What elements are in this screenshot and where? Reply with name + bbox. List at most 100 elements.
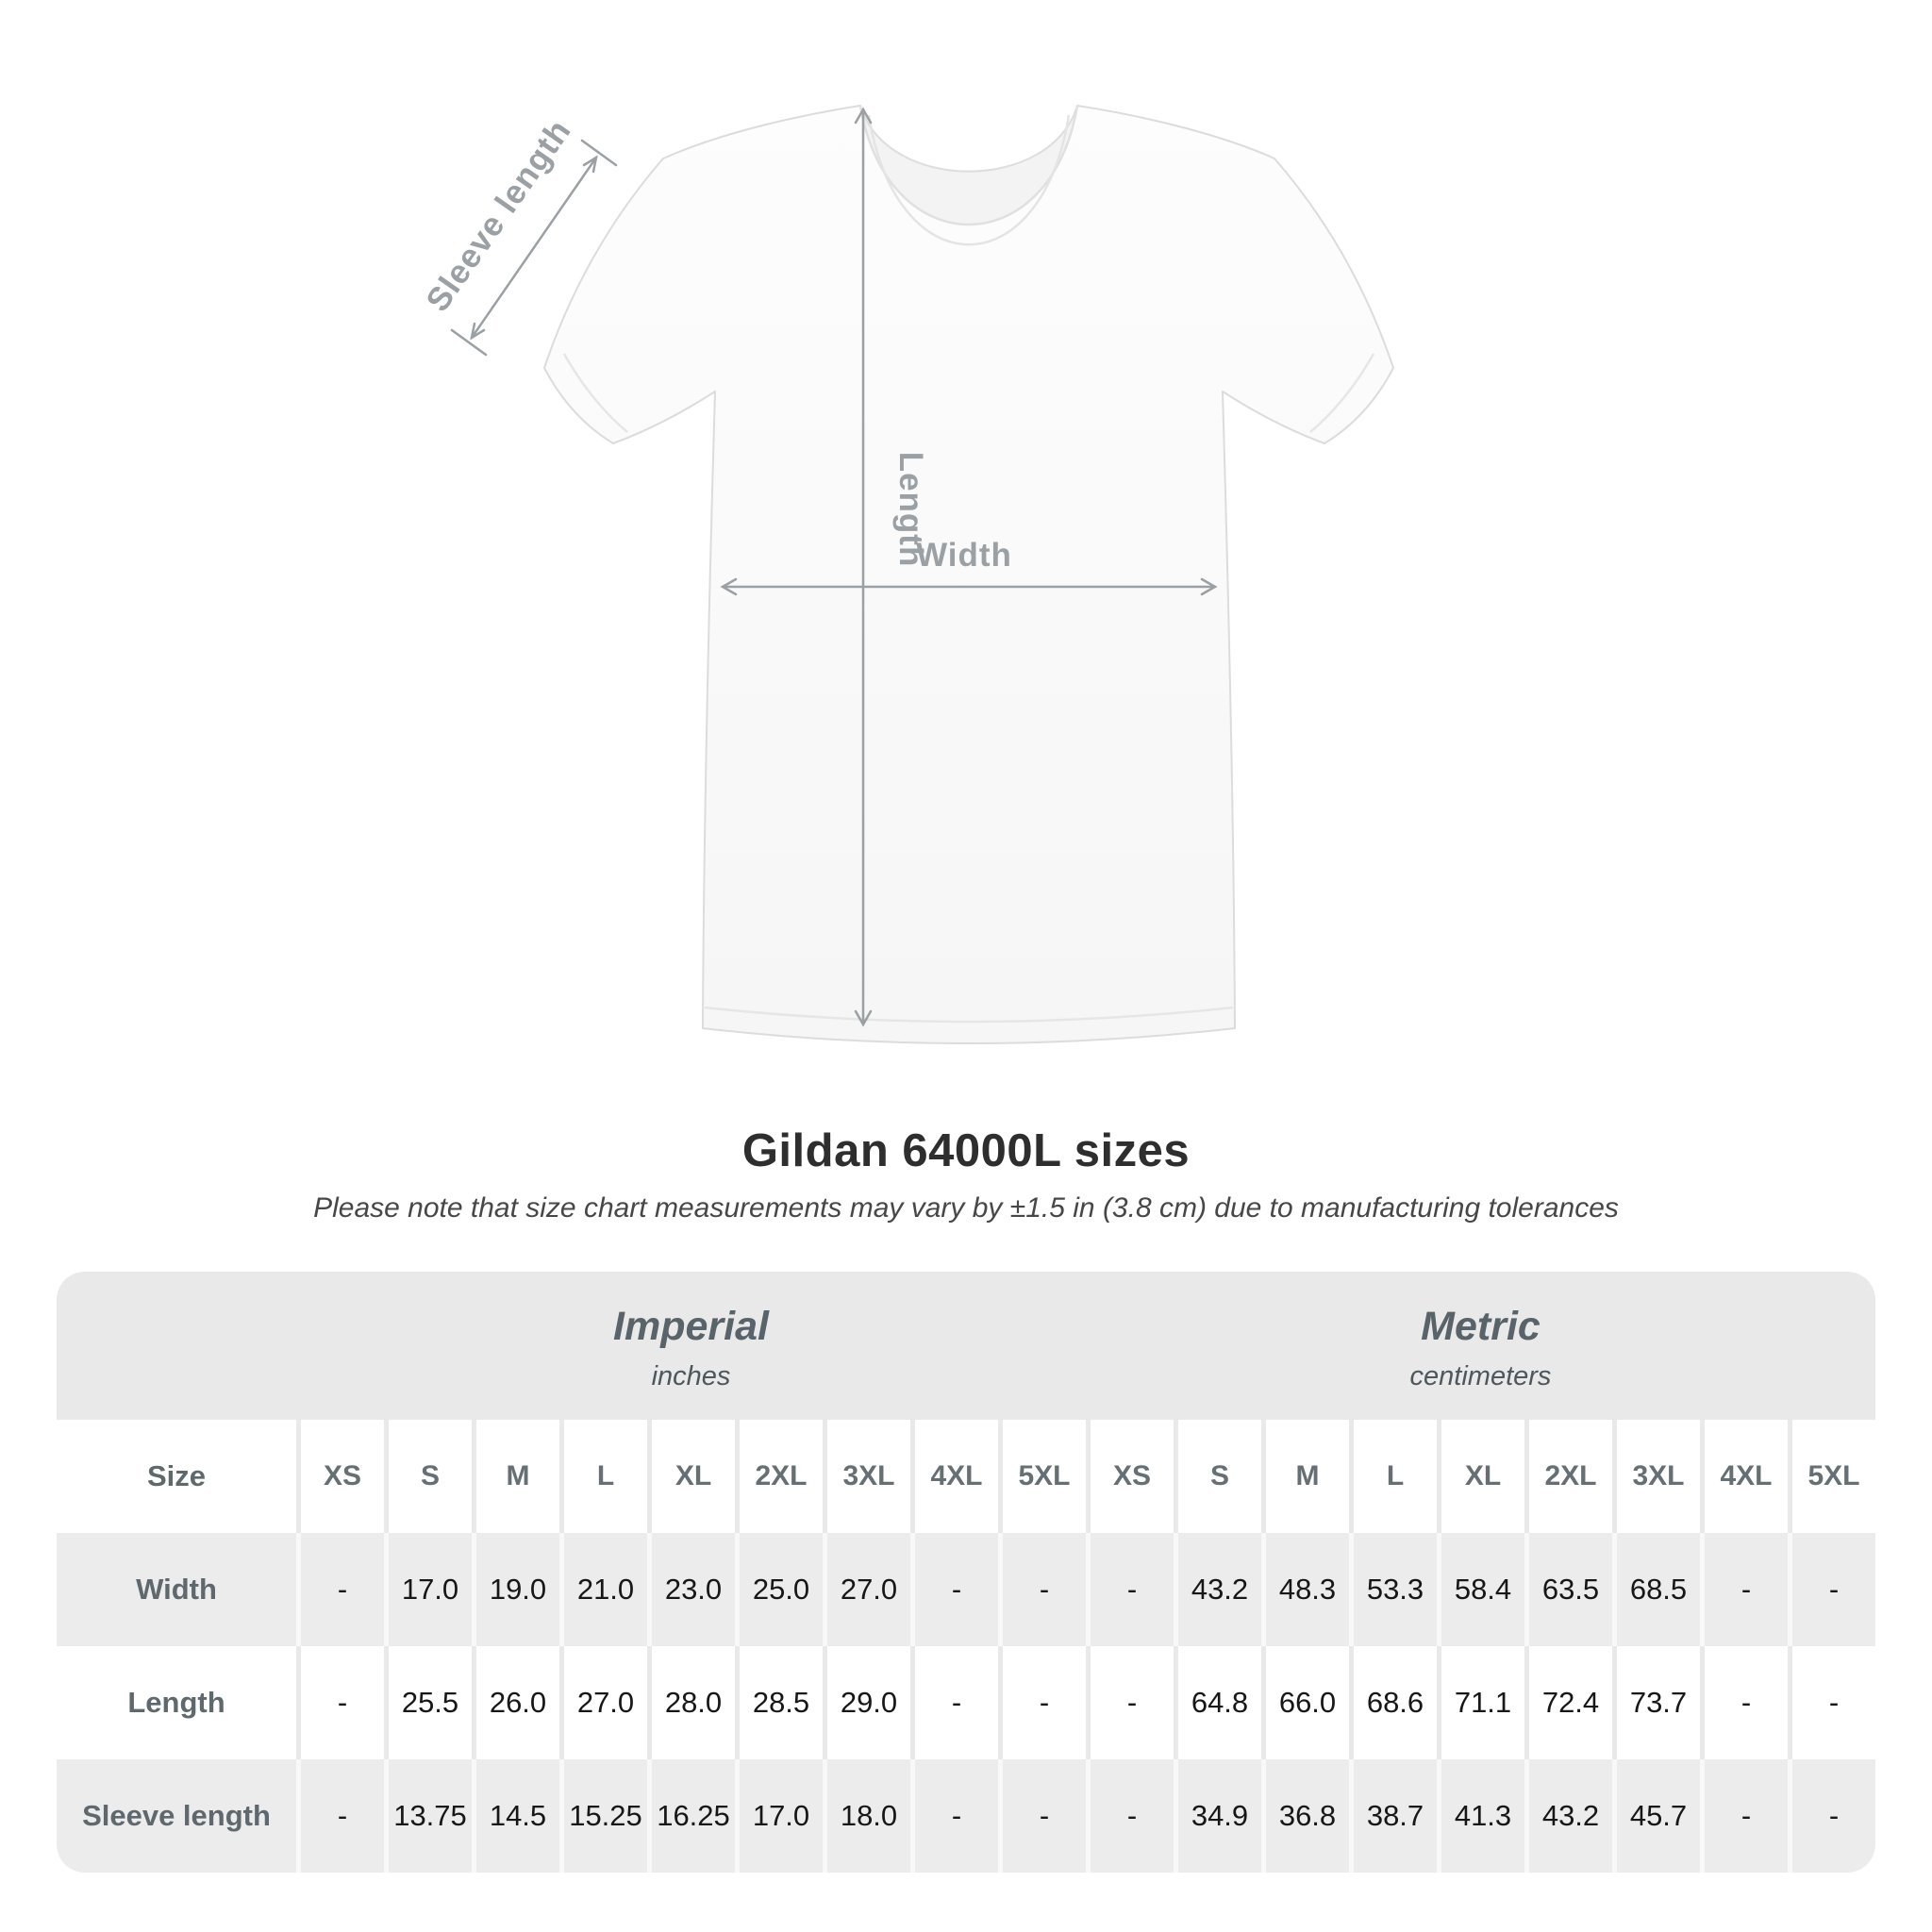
value-cell: 16.25 (647, 1759, 735, 1873)
size-header-imperial-l: L (559, 1420, 647, 1533)
value-cell: 18.0 (823, 1759, 910, 1873)
value-cell: 34.9 (1174, 1759, 1261, 1873)
value-cell: 25.0 (735, 1533, 823, 1646)
value-cell: - (998, 1759, 1086, 1873)
row-label: Sleeve length (82, 1799, 271, 1832)
size-header-imperial-xl: XL (647, 1420, 735, 1533)
row-label: Length (127, 1686, 225, 1719)
right-sleeve-hem-seam (1309, 353, 1375, 433)
value-cell: 27.0 (823, 1533, 910, 1646)
value-cell: 13.75 (384, 1759, 472, 1873)
size-header-imperial-3xl: 3XL (823, 1420, 910, 1533)
value-cell: - (1086, 1646, 1174, 1759)
size-header-imperial-2xl: 2XL (735, 1420, 823, 1533)
size-column-header: Size (146, 1459, 207, 1492)
table-row-length: Length -25.5 26.0 27.0 28.0 28.5 29.0- - -64.8 66… (57, 1646, 1875, 1759)
value-cell: 15.25 (559, 1759, 647, 1873)
size-header-metric-xl: XL (1437, 1420, 1524, 1533)
value-cell: 66.0 (1261, 1646, 1349, 1759)
metric-sublabel: centimeters (1409, 1360, 1552, 1391)
size-header-metric-4xl: 4XL (1700, 1420, 1788, 1533)
value-cell: 14.5 (472, 1759, 559, 1873)
sleeve-length-arrow (450, 139, 618, 357)
page-title: Gildan 64000L sizes (741, 1125, 1191, 1176)
sleeve-length-label: Sleeve length (419, 112, 578, 318)
value-cell: 63.5 (1524, 1533, 1612, 1646)
value-cell: 23.0 (647, 1533, 735, 1646)
value-cell: 28.0 (647, 1646, 735, 1759)
value-cell: - (1788, 1646, 1875, 1759)
value-cell: 43.2 (1174, 1533, 1261, 1646)
value-cell: - (1788, 1533, 1875, 1646)
value-cell: - (1086, 1759, 1174, 1873)
value-cell: 17.0 (384, 1533, 472, 1646)
value-cell: 71.1 (1437, 1646, 1524, 1759)
value-cell: 72.4 (1524, 1646, 1612, 1759)
value-cell: 38.7 (1349, 1759, 1437, 1873)
value-cell: 43.2 (1524, 1759, 1612, 1873)
metric-label: Metric (1421, 1303, 1541, 1349)
size-header-metric-l: L (1349, 1420, 1437, 1533)
value-cell: - (296, 1759, 384, 1873)
size-header-row: Size XS S M L XL 2XL 3XL 4XL 5XL XS S M L XL 2XL 3XL 4XL 5… (57, 1420, 1875, 1533)
unit-group-imperial: Imperial inches (296, 1272, 1086, 1420)
size-header-metric-m: M (1261, 1420, 1349, 1533)
value-cell: 28.5 (735, 1646, 823, 1759)
value-cell: - (1788, 1759, 1875, 1873)
value-cell: - (296, 1533, 384, 1646)
value-cell: - (1700, 1646, 1788, 1759)
value-cell: 17.0 (735, 1759, 823, 1873)
page-subtitle: Please note that size chart measurements… (313, 1192, 1619, 1224)
value-cell: 48.3 (1261, 1533, 1349, 1646)
size-header-metric-3xl: 3XL (1612, 1420, 1700, 1533)
value-cell: 73.7 (1612, 1646, 1700, 1759)
table-row-width: Width -17.0 19.0 21.0 23.0 25.0 27.0- - -43.2 48.… (57, 1533, 1875, 1646)
left-sleeve-hem-seam (562, 353, 628, 433)
value-cell: 26.0 (472, 1646, 559, 1759)
value-cell: - (910, 1646, 998, 1759)
value-cell: - (1086, 1533, 1174, 1646)
value-cell: 19.0 (472, 1533, 559, 1646)
unit-group-metric: Metric centimeters (1086, 1272, 1875, 1420)
value-cell: 29.0 (823, 1646, 910, 1759)
value-cell: 25.5 (384, 1646, 472, 1759)
value-cell: 36.8 (1261, 1759, 1349, 1873)
width-arrow (720, 577, 1218, 596)
bottom-hem-seam (704, 1006, 1234, 1024)
size-header-imperial-5xl: 5XL (998, 1420, 1086, 1533)
tshirt-measurement-diagram: Sleeve length Length Width (419, 105, 1394, 1044)
row-label: Width (136, 1573, 217, 1606)
size-header-metric-2xl: 2XL (1524, 1420, 1612, 1533)
value-cell: 64.8 (1174, 1646, 1261, 1759)
value-cell: - (910, 1533, 998, 1646)
value-cell: 68.5 (1612, 1533, 1700, 1646)
value-cell: 41.3 (1437, 1759, 1524, 1873)
size-table: Imperial inches Metric centimeters Size X… (57, 1272, 1875, 1873)
width-label: Width (916, 537, 1012, 574)
unit-header-band: Imperial inches Metric centimeters (57, 1272, 1875, 1420)
imperial-label: Imperial (613, 1303, 769, 1349)
size-header-imperial-m: M (472, 1420, 559, 1533)
size-header-imperial-xs: XS (296, 1420, 384, 1533)
length-label: Length (892, 452, 929, 568)
band-spacer (57, 1272, 296, 1420)
value-cell: 27.0 (559, 1646, 647, 1759)
length-arrow (854, 107, 873, 1027)
value-cell: - (998, 1646, 1086, 1759)
size-header-imperial-4xl: 4XL (910, 1420, 998, 1533)
value-cell: 68.6 (1349, 1646, 1437, 1759)
value-cell: 45.7 (1612, 1759, 1700, 1873)
collar-band-outer (858, 105, 1079, 226)
value-cell: - (998, 1533, 1086, 1646)
value-cell: 21.0 (559, 1533, 647, 1646)
tshirt-body (543, 105, 1394, 1044)
size-header-metric-s: S (1174, 1420, 1261, 1533)
table-row-sleeve-length: Sleeve length -13.75 14.5 15.25 16.25 17.0 18.… (57, 1759, 1875, 1873)
collar-band-inner (867, 114, 1071, 246)
value-cell: - (1700, 1533, 1788, 1646)
size-header-metric-5xl: 5XL (1788, 1420, 1875, 1533)
value-cell: - (910, 1759, 998, 1873)
value-cell: - (296, 1646, 384, 1759)
value-cell: 53.3 (1349, 1533, 1437, 1646)
